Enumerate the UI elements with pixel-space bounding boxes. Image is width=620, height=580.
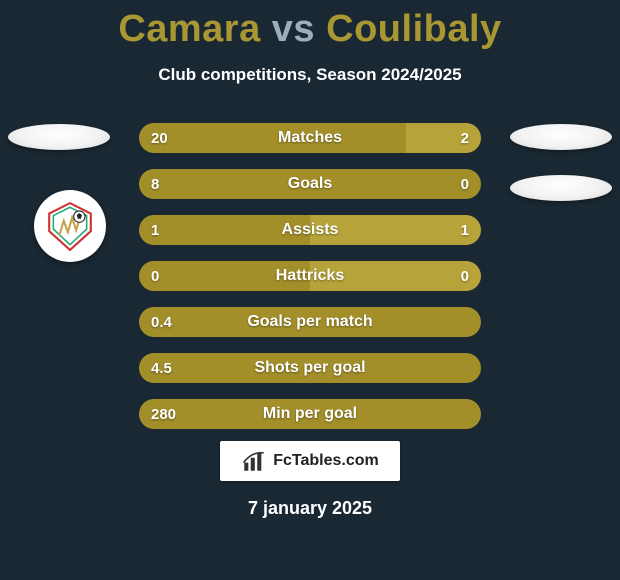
site-name: FcTables.com	[273, 452, 379, 470]
player1-name: Camara	[118, 8, 260, 50]
subtitle: Club competitions, Season 2024/2025	[0, 65, 620, 85]
player2-club-placeholder	[510, 175, 612, 201]
comparison-bars: Matches202 Goals80 Assists11 Hattricks00 Goa…	[139, 123, 481, 445]
player1-flag-placeholder	[8, 124, 110, 150]
stat-bar-right	[310, 261, 481, 291]
stat-bar-left	[139, 169, 481, 199]
stat-row: Goals per match0.4	[139, 307, 481, 337]
stat-row: Hattricks00	[139, 261, 481, 291]
stat-bar-left	[139, 307, 481, 337]
stat-row: Assists11	[139, 215, 481, 245]
page-title: Camara vs Coulibaly	[0, 0, 620, 51]
player2-flag-placeholder	[510, 124, 612, 150]
stat-bar-left	[139, 353, 481, 383]
club-crest-icon	[44, 200, 96, 252]
stat-bar-left	[139, 123, 406, 153]
stat-bar-left	[139, 261, 310, 291]
stat-row: Matches202	[139, 123, 481, 153]
stat-bar-right	[310, 215, 481, 245]
site-logo: FcTables.com	[220, 441, 400, 481]
chart-icon	[241, 448, 267, 474]
vs-text: vs	[272, 8, 315, 50]
player2-name: Coulibaly	[326, 8, 502, 50]
footer-date: 7 january 2025	[0, 498, 620, 519]
stat-bar-left	[139, 215, 310, 245]
stat-row: Goals80	[139, 169, 481, 199]
stat-bar-left	[139, 399, 481, 429]
player1-club-badge	[34, 190, 106, 262]
stat-row: Min per goal280	[139, 399, 481, 429]
stat-bar-right	[406, 123, 481, 153]
stat-row: Shots per goal4.5	[139, 353, 481, 383]
